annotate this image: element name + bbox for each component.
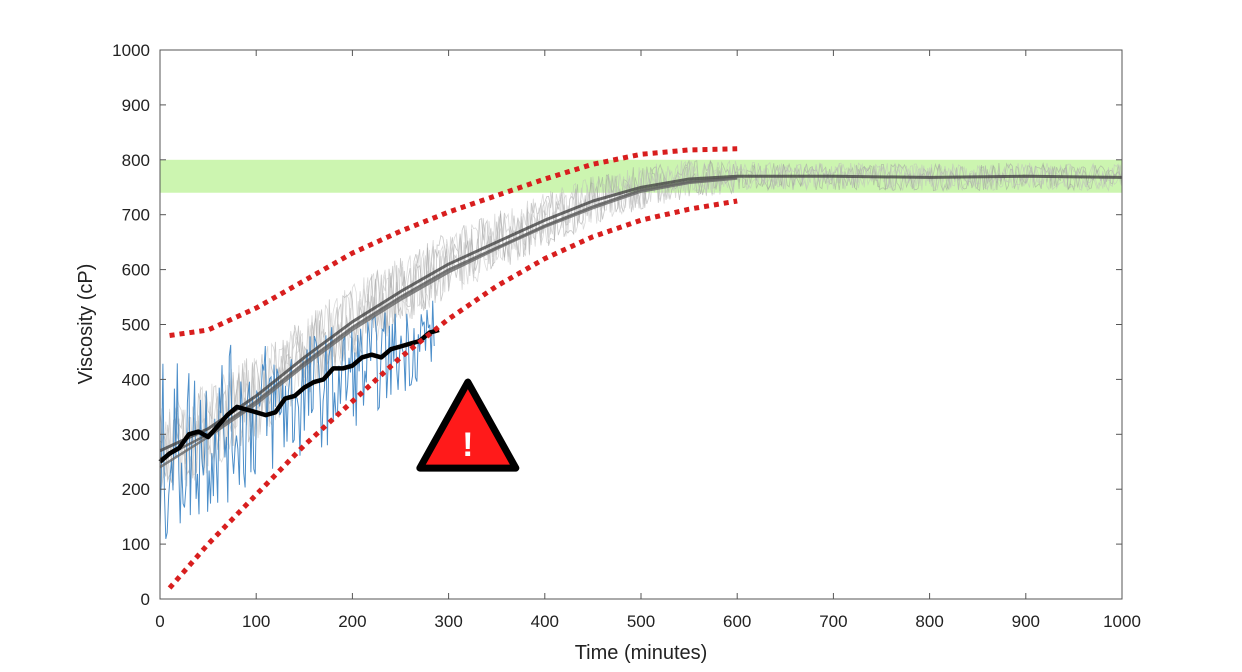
series-line-1 xyxy=(159,176,738,461)
x-tick-label: 600 xyxy=(723,612,751,631)
x-tick-label: 500 xyxy=(627,612,655,631)
x-tick-label: 400 xyxy=(531,612,559,631)
y-tick-label: 400 xyxy=(122,370,150,389)
y-tick-label: 1000 xyxy=(112,41,150,60)
x-tick-label: 800 xyxy=(915,612,943,631)
annotation-layer: ! xyxy=(416,378,520,472)
y-tick-label: 900 xyxy=(122,96,150,115)
tick-layer: 0 100 200 300 400 500 600 700 800 900 1000 0 100 200 3… xyxy=(112,41,1141,631)
y-axis-title: Viscosity (cP) xyxy=(75,264,97,385)
y-tick-label: 0 xyxy=(141,590,150,609)
x-tick-label: 200 xyxy=(338,612,366,631)
warning-icon: ! xyxy=(416,378,520,472)
noise-trace xyxy=(159,160,1123,488)
warning-triangle xyxy=(416,378,520,472)
x-tick-label: 1000 xyxy=(1103,612,1141,631)
series-line-0 xyxy=(159,174,1123,453)
x-tick-label: 0 xyxy=(155,612,164,631)
x-axis-title: Time (minutes) xyxy=(575,642,708,664)
envelope-layer xyxy=(167,146,738,590)
x-tick-label: 100 xyxy=(242,612,270,631)
noise-trace xyxy=(159,160,1123,487)
y-tick-label: 700 xyxy=(122,206,150,225)
x-tick-label: 300 xyxy=(434,612,462,631)
y-tick-label: 800 xyxy=(122,151,150,170)
y-tick-label: 200 xyxy=(122,480,150,499)
envelope-upper xyxy=(169,146,738,338)
plot-background xyxy=(160,50,1122,599)
y-tick-label: 300 xyxy=(122,425,150,444)
noise-trace xyxy=(159,159,1123,501)
warning-exclamation: ! xyxy=(462,426,473,464)
x-tick-label: 700 xyxy=(819,612,847,631)
y-tick-label: 100 xyxy=(122,535,150,554)
series-line-4 xyxy=(158,327,440,464)
y-tick-label: 500 xyxy=(122,316,150,335)
y-tick-label: 600 xyxy=(122,261,150,280)
series-layer xyxy=(158,174,1123,469)
series-line-2 xyxy=(159,177,738,469)
x-tick-label: 900 xyxy=(1012,612,1040,631)
blue-noise-trace xyxy=(159,300,435,540)
